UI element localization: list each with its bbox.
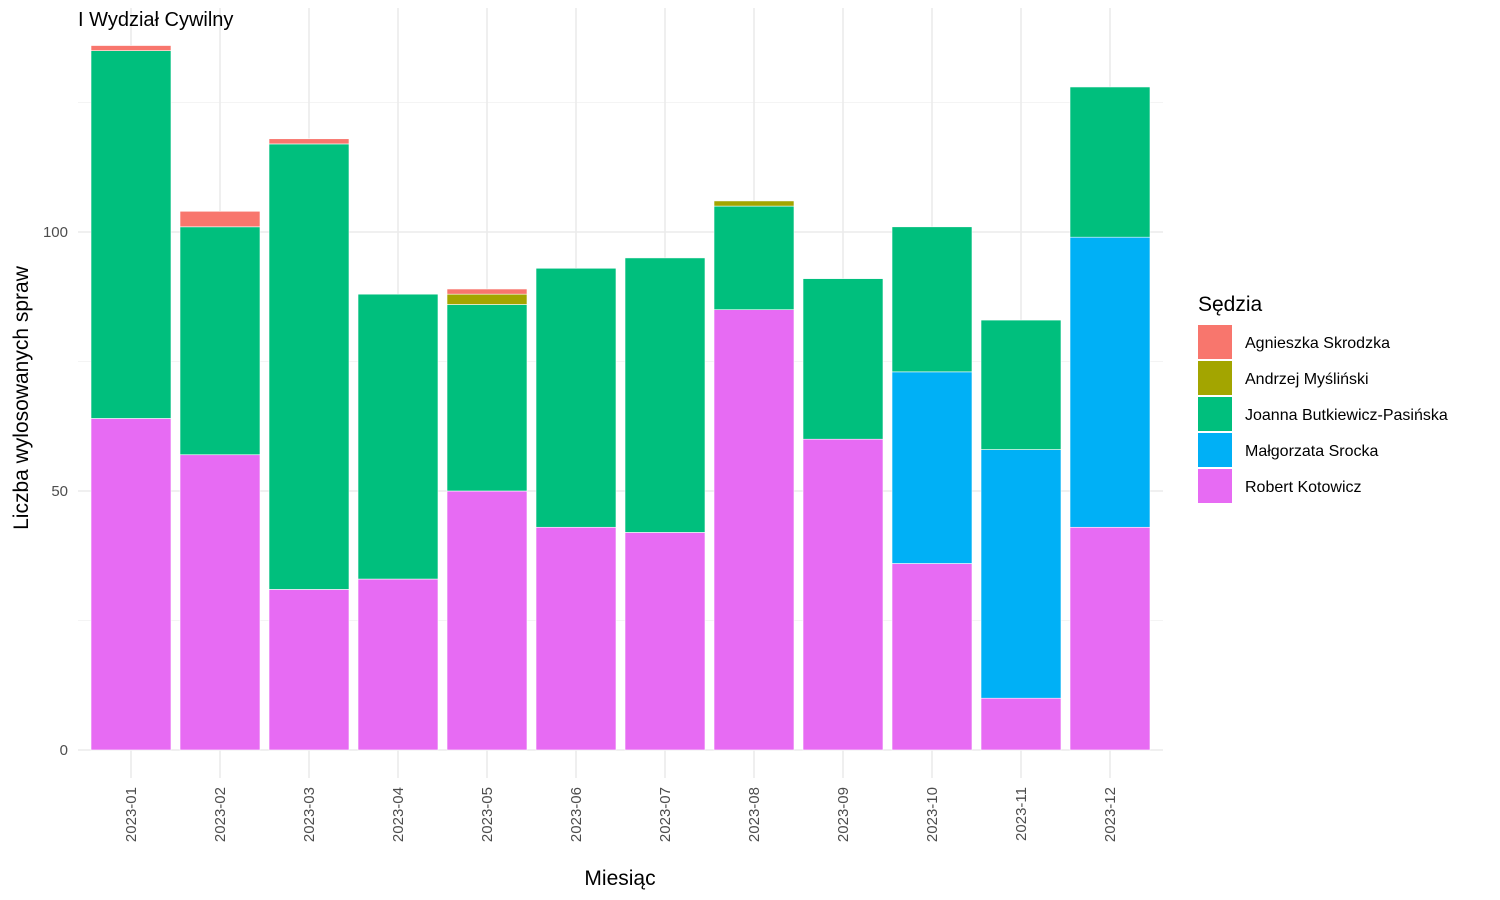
bar-robert-kotowicz-2023-11 <box>980 697 1062 751</box>
y-tick-label: 0 <box>60 742 68 759</box>
x-axis-ticks: 2023-01 2023-02 2023-03 2023-04 2023-05 2023-… <box>123 787 1119 842</box>
bars <box>90 45 1151 751</box>
x-tick-label: 2023-09 <box>835 787 852 842</box>
legend-key-andrzej-myslinski <box>1198 361 1232 395</box>
bar-robert-kotowicz-2023-12 <box>1069 526 1151 751</box>
x-tick-label: 2023-12 <box>1102 787 1119 842</box>
bar-robert-kotowicz-2023-01 <box>90 418 172 751</box>
bar-agnieszka-skrodzka-2023-02 <box>179 210 261 228</box>
bar-robert-kotowicz-2023-08 <box>713 309 795 751</box>
bar-joanna-butkiewicz-pasinska-2023-12 <box>1069 86 1151 238</box>
x-tick-label: 2023-02 <box>212 787 229 842</box>
legend-label-joanna-butkiewicz-pasinska: Joanna Butkiewicz-Pasińska <box>1245 407 1448 424</box>
bar-agnieszka-skrodzka-2023-03 <box>268 138 350 145</box>
bar-robert-kotowicz-2023-06 <box>535 526 617 751</box>
x-tick-label: 2023-08 <box>746 787 763 842</box>
legend-title: Sędzia <box>1198 293 1263 316</box>
chart-title: I Wydział Cywilny <box>78 9 233 31</box>
legend-key-agnieszka-skrodzka <box>1198 325 1232 359</box>
bar-joanna-butkiewicz-pasinska-2023-04 <box>357 293 439 580</box>
legend-key-malgorzata-srocka <box>1198 433 1232 467</box>
bar-malgorzata-srocka-2023-11 <box>980 449 1062 699</box>
bar-joanna-butkiewicz-pasinska-2023-01 <box>90 50 172 419</box>
bar-andrzej-myslinski-2023-05 <box>446 293 528 305</box>
x-tick-label: 2023-03 <box>301 787 318 842</box>
x-axis-title: Miesiąc <box>584 867 655 890</box>
x-tick-label: 2023-11 <box>1013 787 1030 841</box>
bar-joanna-butkiewicz-pasinska-2023-05 <box>446 304 528 492</box>
y-axis-title: Liczba wylosowanych spraw <box>10 265 33 530</box>
bar-robert-kotowicz-2023-10 <box>891 563 973 751</box>
y-axis-ticks: 0 50 100 <box>43 224 68 759</box>
bar-joanna-butkiewicz-pasinska-2023-03 <box>268 143 350 590</box>
y-tick-label: 50 <box>51 483 68 500</box>
x-tick-label: 2023-07 <box>657 787 674 842</box>
legend: Sędzia Agnieszka Skrodzka Andrzej Myślińs… <box>1198 293 1448 503</box>
x-tick-label: 2023-05 <box>479 787 496 842</box>
bar-robert-kotowicz-2023-03 <box>268 589 350 751</box>
bar-joanna-butkiewicz-pasinska-2023-09 <box>802 278 884 440</box>
bar-robert-kotowicz-2023-05 <box>446 490 528 751</box>
bar-joanna-butkiewicz-pasinska-2023-02 <box>179 226 261 456</box>
bar-joanna-butkiewicz-pasinska-2023-08 <box>713 205 795 311</box>
y-tick-label: 100 <box>43 224 68 241</box>
x-tick-label: 2023-01 <box>123 787 140 842</box>
bar-joanna-butkiewicz-pasinska-2023-06 <box>535 267 617 528</box>
legend-key-robert-kotowicz <box>1198 469 1232 503</box>
bar-agnieszka-skrodzka-2023-01 <box>90 45 172 52</box>
legend-label-malgorzata-srocka: Małgorzata Srocka <box>1245 443 1378 460</box>
bar-andrzej-myslinski-2023-08 <box>713 200 795 207</box>
bar-robert-kotowicz-2023-04 <box>357 578 439 751</box>
bar-agnieszka-skrodzka-2023-05 <box>446 288 528 295</box>
legend-label-agnieszka-skrodzka: Agnieszka Skrodzka <box>1245 335 1390 352</box>
bar-joanna-butkiewicz-pasinska-2023-10 <box>891 226 973 373</box>
bar-robert-kotowicz-2023-07 <box>624 532 706 751</box>
x-tick-label: 2023-06 <box>568 787 585 842</box>
bar-joanna-butkiewicz-pasinska-2023-07 <box>624 257 706 533</box>
bar-robert-kotowicz-2023-09 <box>802 438 884 751</box>
legend-label-andrzej-myslinski: Andrzej Myśliński <box>1245 371 1369 388</box>
x-tick-label: 2023-04 <box>390 787 407 842</box>
x-tick-label: 2023-10 <box>924 787 941 842</box>
bar-malgorzata-srocka-2023-12 <box>1069 236 1151 528</box>
legend-label-robert-kotowicz: Robert Kotowicz <box>1245 479 1362 496</box>
legend-key-joanna-butkiewicz-pasinska <box>1198 397 1232 431</box>
bar-robert-kotowicz-2023-02 <box>179 454 261 751</box>
bar-joanna-butkiewicz-pasinska-2023-11 <box>980 319 1062 450</box>
bar-malgorzata-srocka-2023-10 <box>891 371 973 564</box>
